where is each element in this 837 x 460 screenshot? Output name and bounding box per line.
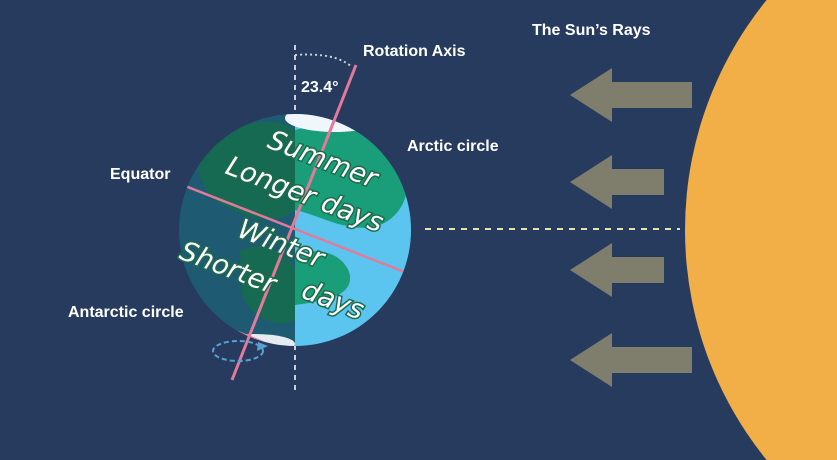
angle-arc [294, 53, 353, 68]
arctic-circle-label: Arctic circle [407, 138, 499, 155]
left-arrow-icon [570, 155, 664, 209]
rotation-arrow-icon [212, 340, 268, 362]
sun-rays-label: The Sun’s Rays [532, 22, 651, 39]
left-arrow-icon [570, 243, 664, 297]
rotation-axis-label: Rotation Axis [363, 43, 466, 60]
left-arrow-icon [570, 333, 692, 387]
antarctic-ice [215, 334, 295, 346]
sun [685, 0, 837, 460]
sun-rays [570, 68, 692, 387]
left-arrow-icon [570, 68, 692, 122]
continent-day [295, 251, 351, 305]
antarctic-circle-label: Antarctic circle [68, 304, 184, 321]
continent-night [240, 246, 295, 324]
continent-night [198, 121, 295, 220]
angle-label: 23.4° [301, 79, 339, 96]
equator-line [179, 178, 411, 284]
rotation-axis-line [230, 64, 358, 381]
equator-label: Equator [110, 166, 170, 183]
